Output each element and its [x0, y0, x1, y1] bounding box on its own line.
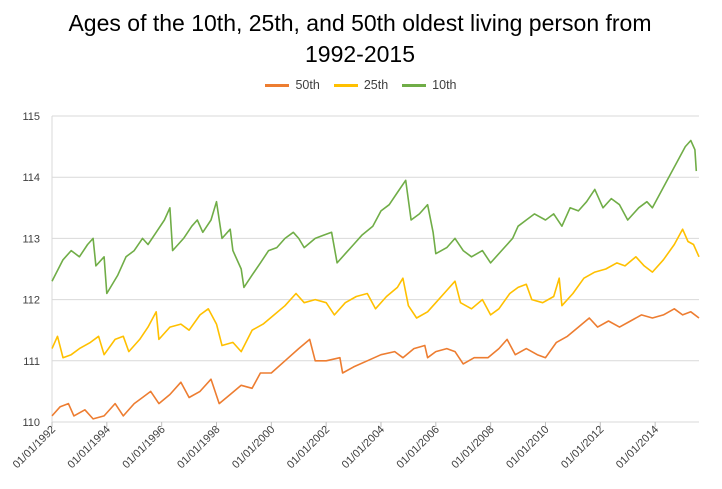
legend-swatch-25th	[333, 83, 358, 87]
y-tick-label: 112	[22, 295, 40, 307]
y-tick-label: 113	[22, 233, 40, 245]
legend-swatch-50th	[265, 83, 290, 87]
x-tick-label: 01/01/2014	[614, 424, 661, 471]
y-tick-label: 111	[23, 356, 40, 368]
x-tick-label: 01/01/1998	[175, 424, 222, 471]
x-tick-label: 01/01/2000	[230, 424, 277, 471]
y-tick-label: 110	[22, 417, 40, 429]
legend-entry-50th: 50th	[265, 78, 320, 92]
x-tick-label: 01/01/2012	[559, 424, 606, 471]
x-tick-label: 01/01/1992	[11, 424, 58, 471]
series-line-25th	[51, 228, 700, 359]
y-tick-label: 115	[22, 111, 40, 123]
series-lines	[51, 139, 700, 420]
y-tick-label: 114	[22, 172, 40, 184]
chart-title: Ages of the 10th, 25th, and 50th oldest …	[60, 8, 660, 70]
x-tick-label: 01/01/2002	[285, 424, 332, 471]
chart-title-line-1: Ages of the 10th, 25th, and 50th oldest …	[68, 10, 652, 36]
x-axis-ticks: 01/01/1992 01/01/1994 01/01/1996 01/01/1998…	[11, 422, 661, 471]
legend-entry-25th: 25th	[333, 78, 389, 92]
x-tick-label: 01/01/2004	[340, 424, 387, 471]
x-tick-label: 01/01/2010	[504, 424, 551, 471]
series-line-50th	[51, 308, 700, 420]
legend-label-50th: 50th	[295, 78, 320, 92]
x-tick-label: 01/01/2006	[395, 424, 442, 471]
legend-entry-10th: 10th	[402, 78, 457, 92]
gridlines	[51, 115, 699, 423]
x-tick-label: 01/01/2008	[449, 424, 496, 471]
legend-label-10th: 10th	[432, 78, 457, 92]
legend: 50th 25th 10th	[0, 78, 722, 92]
series-line-10th	[51, 139, 698, 295]
x-tick-label: 01/01/1996	[120, 424, 167, 471]
chart-title-line-2: 1992-2015	[305, 41, 415, 67]
legend-label-25th: 25th	[363, 78, 389, 92]
legend-swatch-10th	[402, 83, 427, 87]
x-tick-label: 01/01/1994	[66, 424, 113, 471]
y-axis-ticks: 110 111 112 113 114 115	[22, 111, 40, 429]
